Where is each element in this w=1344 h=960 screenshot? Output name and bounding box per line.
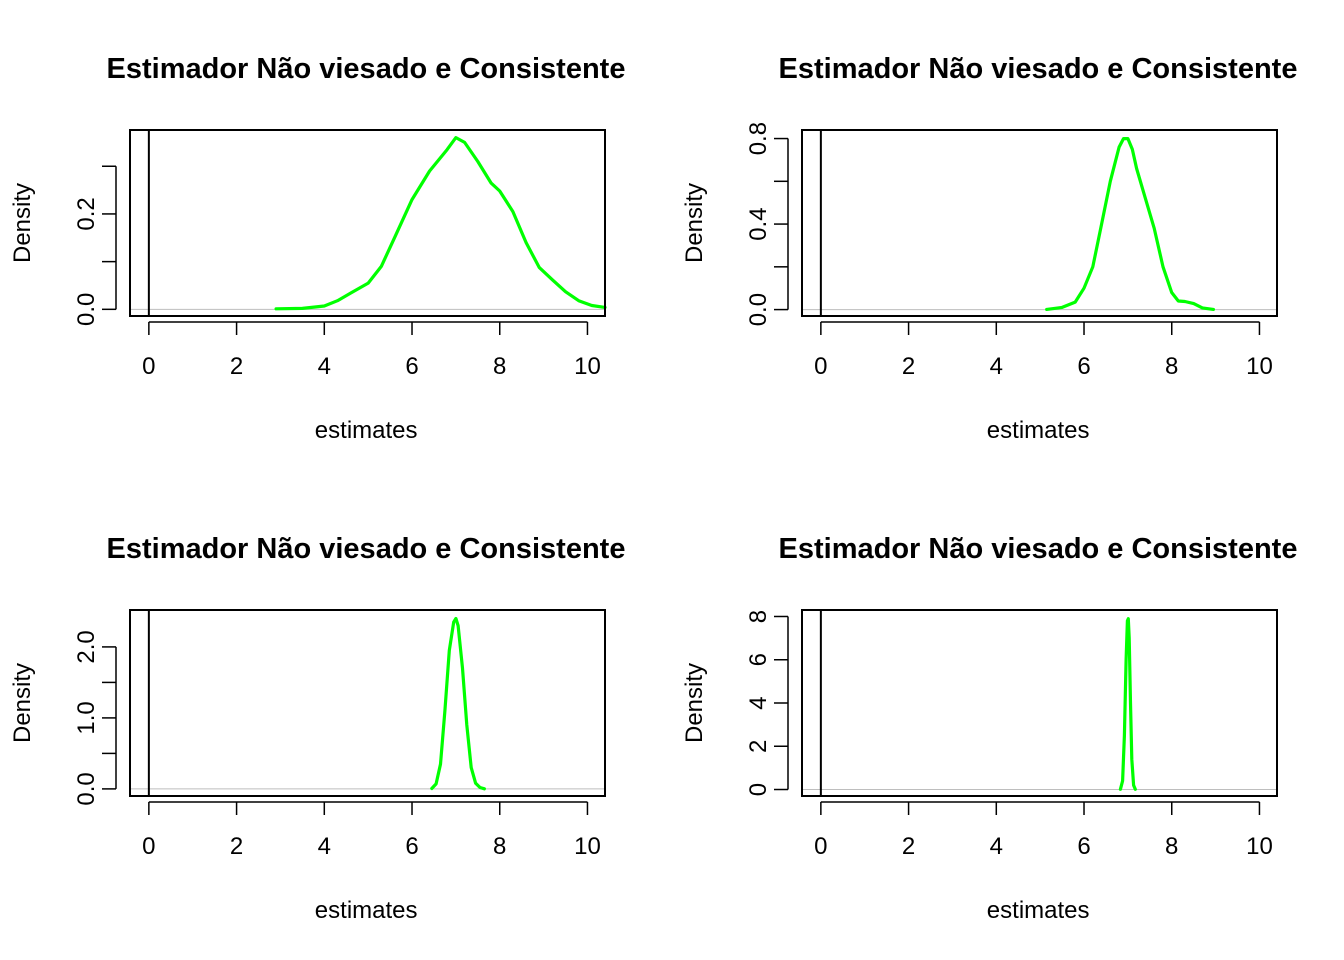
x-tick-label: 4: [318, 833, 331, 860]
x-tick-label: 10: [574, 833, 601, 860]
plot-frame: [801, 129, 1278, 317]
plot-frame: [801, 609, 1278, 797]
x-tick-label: 2: [902, 833, 915, 860]
chart-title: Estimador Não viesado e Consistente: [779, 53, 1298, 85]
x-tick-label: 0: [142, 833, 155, 860]
x-tick-label: 6: [405, 833, 418, 860]
x-axis-label: estimates: [987, 897, 1090, 924]
density-panel-4: Estimador Não viesado e Consistente 0 2 4 6 8…: [681, 533, 1297, 924]
x-tick-label: 6: [1077, 833, 1090, 860]
x-tick-label: 4: [990, 353, 1003, 380]
chart-title: Estimador Não viesado e Consistente: [107, 533, 626, 565]
y-axis-label: Density: [681, 183, 708, 263]
y-tick-label: 0: [745, 783, 772, 796]
x-tick-label: 0: [814, 353, 827, 380]
density-line: [1118, 617, 1137, 791]
plot-frame: [129, 129, 606, 317]
density-panel-2: Estimador Não viesado e Consistente 0 2 4 6 8…: [681, 53, 1297, 444]
x-axis-label: estimates: [315, 417, 418, 444]
x-tick-label: 8: [493, 353, 506, 380]
density-line: [430, 616, 486, 791]
x-tick-label: 8: [1165, 833, 1178, 860]
density-panel-3: Estimador Não viesado e Consistente 0 2 4 6 8…: [9, 533, 625, 924]
plot-frame: [129, 609, 606, 797]
y-axis-label: Density: [681, 663, 708, 743]
y-tick-label: 0.2: [73, 197, 100, 230]
y-tick-label: 0.4: [745, 207, 772, 240]
density-line: [1045, 137, 1216, 311]
y-tick-label: 8: [745, 610, 772, 623]
y-tick-label: 0.8: [745, 122, 772, 155]
x-tick-label: 6: [1077, 353, 1090, 380]
x-tick-label: 2: [902, 353, 915, 380]
x-tick-label: 10: [1246, 833, 1273, 860]
chart-title: Estimador Não viesado e Consistente: [779, 533, 1298, 565]
x-tick-label: 8: [1165, 353, 1178, 380]
y-tick-label: 2.0: [73, 630, 100, 663]
y-tick-label: 4: [745, 696, 772, 709]
x-axis-label: estimates: [987, 417, 1090, 444]
y-tick-label: 6: [745, 653, 772, 666]
x-tick-label: 6: [405, 353, 418, 380]
y-tick-label: 0.0: [745, 293, 772, 326]
x-tick-label: 4: [318, 353, 331, 380]
x-tick-label: 10: [1246, 353, 1273, 380]
x-tick-label: 10: [574, 353, 601, 380]
x-axis-label: estimates: [315, 897, 418, 924]
y-axis-label: Density: [9, 183, 36, 263]
density-line: [274, 136, 607, 311]
density-panel-1: Estimador Não viesado e Consistente 0 2 4 6 8…: [9, 53, 625, 444]
y-tick-label: 0.0: [73, 293, 100, 326]
x-tick-label: 0: [814, 833, 827, 860]
x-tick-label: 0: [142, 353, 155, 380]
y-tick-label: 0.0: [73, 772, 100, 805]
chart-title: Estimador Não viesado e Consistente: [107, 53, 626, 85]
y-tick-label: 2: [745, 740, 772, 753]
x-tick-label: 8: [493, 833, 506, 860]
x-tick-label: 4: [990, 833, 1003, 860]
y-tick-label: 1.0: [73, 701, 100, 734]
x-tick-label: 2: [230, 833, 243, 860]
y-axis-label: Density: [9, 663, 36, 743]
x-tick-label: 2: [230, 353, 243, 380]
